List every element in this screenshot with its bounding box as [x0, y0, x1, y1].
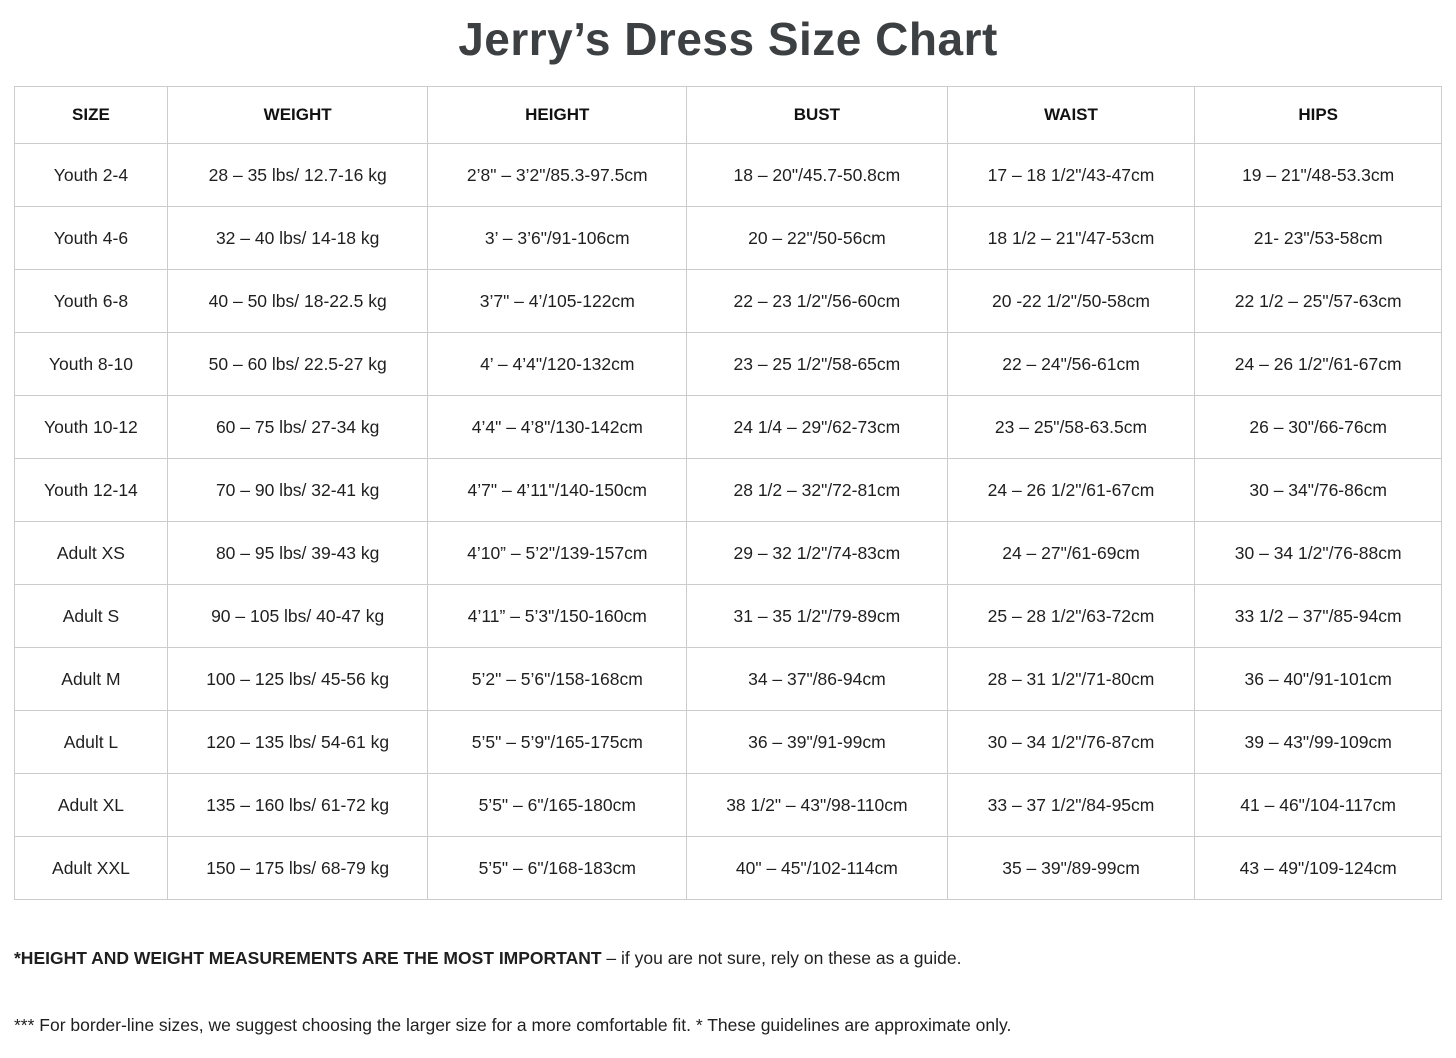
col-header-weight: WEIGHT	[166, 86, 429, 144]
table-row: Youth 4-6 32 – 40 lbs/ 14-18 kg 3’ – 3’6"/…	[14, 206, 1442, 270]
cell-bust: 18 – 20"/45.7-50.8cm	[686, 143, 948, 207]
cell-waist: 24 – 26 1/2"/61-67cm	[946, 458, 1196, 522]
table-row: Adult S 90 – 105 lbs/ 40-47 kg 4’11” – 5’3…	[14, 584, 1442, 648]
footnote-measurements-rest: – if you are not sure, rely on these as …	[601, 948, 962, 968]
cell-waist: 33 – 37 1/2"/84-95cm	[946, 773, 1196, 837]
cell-weight: 100 – 125 lbs/ 45-56 kg	[166, 647, 429, 711]
cell-waist: 30 – 34 1/2"/76-87cm	[946, 710, 1196, 774]
cell-waist: 18 1/2 – 21"/47-53cm	[946, 206, 1196, 270]
cell-size: Youth 6-8	[14, 269, 168, 333]
cell-bust: 29 – 32 1/2"/74-83cm	[686, 521, 948, 585]
col-header-size: SIZE	[14, 86, 168, 144]
cell-weight: 70 – 90 lbs/ 32-41 kg	[166, 458, 429, 522]
cell-size: Adult L	[14, 710, 168, 774]
table-row: Youth 10-12 60 – 75 lbs/ 27-34 kg 4’4" – 4…	[14, 395, 1442, 459]
footnote-measurements-bold: *HEIGHT AND WEIGHT MEASUREMENTS ARE THE …	[14, 948, 602, 968]
table-row: Youth 8-10 50 – 60 lbs/ 22.5-27 kg 4’ – 4’…	[14, 332, 1442, 396]
cell-bust: 40" – 45"/102-114cm	[686, 836, 948, 900]
cell-size: Adult XS	[14, 521, 168, 585]
table-row: Youth 2-4 28 – 35 lbs/ 12.7-16 kg 2’8" – 3…	[14, 143, 1442, 207]
cell-hips: 43 – 49"/109-124cm	[1194, 836, 1442, 900]
cell-size: Youth 12-14	[14, 458, 168, 522]
cell-hips: 19 – 21"/48-53.3cm	[1194, 143, 1442, 207]
cell-height: 4’4" – 4’8"/130-142cm	[427, 395, 688, 459]
cell-bust: 28 1/2 – 32"/72-81cm	[686, 458, 948, 522]
cell-height: 5’5" – 5’9"/165-175cm	[427, 710, 688, 774]
cell-weight: 40 – 50 lbs/ 18-22.5 kg	[166, 269, 429, 333]
cell-size: Youth 8-10	[14, 332, 168, 396]
cell-weight: 135 – 160 lbs/ 61-72 kg	[166, 773, 429, 837]
cell-weight: 50 – 60 lbs/ 22.5-27 kg	[166, 332, 429, 396]
cell-bust: 22 – 23 1/2"/56-60cm	[686, 269, 948, 333]
cell-hips: 26 – 30"/66-76cm	[1194, 395, 1442, 459]
col-header-bust: BUST	[686, 86, 948, 144]
cell-waist: 28 – 31 1/2"/71-80cm	[946, 647, 1196, 711]
cell-weight: 60 – 75 lbs/ 27-34 kg	[166, 395, 429, 459]
cell-hips: 41 – 46"/104-117cm	[1194, 773, 1442, 837]
cell-waist: 24 – 27"/61-69cm	[946, 521, 1196, 585]
cell-weight: 90 – 105 lbs/ 40-47 kg	[166, 584, 429, 648]
footnote-measurements: *HEIGHT AND WEIGHT MEASUREMENTS ARE THE …	[14, 946, 1442, 970]
cell-size: Youth 2-4	[14, 143, 168, 207]
cell-size: Adult XL	[14, 773, 168, 837]
cell-waist: 17 – 18 1/2"/43-47cm	[946, 143, 1196, 207]
cell-height: 4’ – 4’4"/120-132cm	[427, 332, 688, 396]
cell-height: 3’7" – 4’/105-122cm	[427, 269, 688, 333]
cell-height: 4’11” – 5’3"/150-160cm	[427, 584, 688, 648]
cell-hips: 21- 23"/53-58cm	[1194, 206, 1442, 270]
table-row: Adult XS 80 – 95 lbs/ 39-43 kg 4’10” – 5’2…	[14, 521, 1442, 585]
cell-weight: 80 – 95 lbs/ 39-43 kg	[166, 521, 429, 585]
table-body: Youth 2-4 28 – 35 lbs/ 12.7-16 kg 2’8" – 3…	[14, 143, 1442, 900]
cell-hips: 22 1/2 – 25"/57-63cm	[1194, 269, 1442, 333]
col-header-hips: HIPS	[1194, 86, 1442, 144]
cell-height: 4’10” – 5’2"/139-157cm	[427, 521, 688, 585]
table-row: Adult L 120 – 135 lbs/ 54-61 kg 5’5" – 5’9…	[14, 710, 1442, 774]
cell-hips: 24 – 26 1/2"/61-67cm	[1194, 332, 1442, 396]
cell-bust: 24 1/4 – 29"/62-73cm	[686, 395, 948, 459]
cell-size: Adult XXL	[14, 836, 168, 900]
table-row: Adult XL 135 – 160 lbs/ 61-72 kg 5’5" – 6"…	[14, 773, 1442, 837]
cell-height: 5’5" – 6"/168-183cm	[427, 836, 688, 900]
cell-bust: 31 – 35 1/2"/79-89cm	[686, 584, 948, 648]
cell-weight: 150 – 175 lbs/ 68-79 kg	[166, 836, 429, 900]
cell-bust: 38 1/2" – 43"/98-110cm	[686, 773, 948, 837]
cell-weight: 32 – 40 lbs/ 14-18 kg	[166, 206, 429, 270]
cell-waist: 20 -22 1/2"/50-58cm	[946, 269, 1196, 333]
cell-bust: 23 – 25 1/2"/58-65cm	[686, 332, 948, 396]
table-row: Youth 12-14 70 – 90 lbs/ 32-41 kg 4’7" – 4…	[14, 458, 1442, 522]
table-row: Adult M 100 – 125 lbs/ 45-56 kg 5’2" – 5’6…	[14, 647, 1442, 711]
cell-weight: 120 – 135 lbs/ 54-61 kg	[166, 710, 429, 774]
cell-hips: 39 – 43"/99-109cm	[1194, 710, 1442, 774]
size-chart-table: SIZE WEIGHT HEIGHT BUST WAIST HIPS Youth…	[14, 86, 1442, 900]
cell-bust: 20 – 22"/50-56cm	[686, 206, 948, 270]
cell-size: Youth 4-6	[14, 206, 168, 270]
cell-waist: 25 – 28 1/2"/63-72cm	[946, 584, 1196, 648]
cell-waist: 22 – 24"/56-61cm	[946, 332, 1196, 396]
cell-bust: 34 – 37"/86-94cm	[686, 647, 948, 711]
cell-height: 2’8" – 3’2"/85.3-97.5cm	[427, 143, 688, 207]
cell-weight: 28 – 35 lbs/ 12.7-16 kg	[166, 143, 429, 207]
cell-size: Adult M	[14, 647, 168, 711]
cell-height: 3’ – 3’6"/91-106cm	[427, 206, 688, 270]
size-chart-page: Jerry’s Dress Size Chart SIZE WEIGHT HEI…	[0, 12, 1456, 1037]
cell-size: Youth 10-12	[14, 395, 168, 459]
cell-bust: 36 – 39"/91-99cm	[686, 710, 948, 774]
cell-hips: 36 – 40"/91-101cm	[1194, 647, 1442, 711]
col-header-height: HEIGHT	[427, 86, 688, 144]
col-header-waist: WAIST	[946, 86, 1196, 144]
cell-waist: 23 – 25"/58-63.5cm	[946, 395, 1196, 459]
cell-waist: 35 – 39"/89-99cm	[946, 836, 1196, 900]
cell-hips: 30 – 34"/76-86cm	[1194, 458, 1442, 522]
cell-hips: 33 1/2 – 37"/85-94cm	[1194, 584, 1442, 648]
cell-hips: 30 – 34 1/2"/76-88cm	[1194, 521, 1442, 585]
table-row: Adult XXL 150 – 175 lbs/ 68-79 kg 5’5" – 6…	[14, 836, 1442, 900]
cell-height: 5’5" – 6"/165-180cm	[427, 773, 688, 837]
cell-height: 5’2" – 5’6"/158-168cm	[427, 647, 688, 711]
header-row: SIZE WEIGHT HEIGHT BUST WAIST HIPS	[14, 86, 1442, 144]
table-row: Youth 6-8 40 – 50 lbs/ 18-22.5 kg 3’7" – 4…	[14, 269, 1442, 333]
cell-height: 4’7" – 4’11"/140-150cm	[427, 458, 688, 522]
footnote-borderline: *** For border-line sizes, we suggest ch…	[14, 1015, 1012, 1035]
page-title: Jerry’s Dress Size Chart	[458, 13, 998, 65]
cell-size: Adult S	[14, 584, 168, 648]
